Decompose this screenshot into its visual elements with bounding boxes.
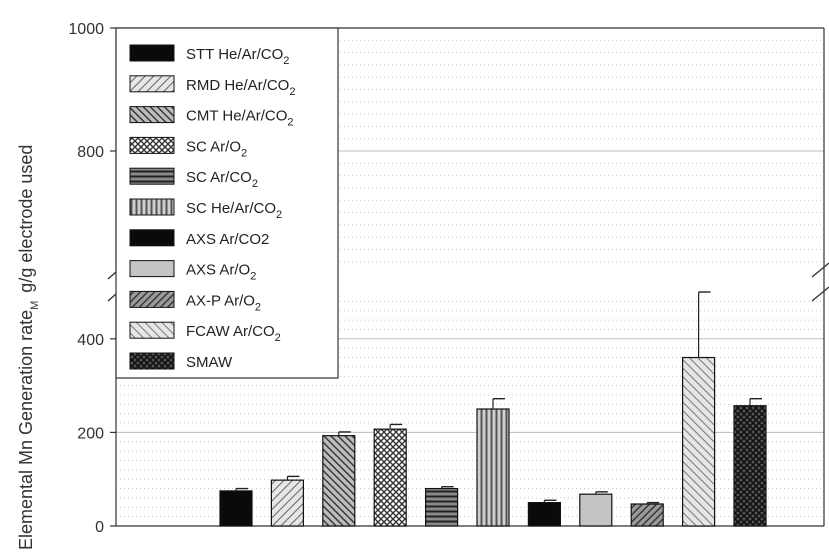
legend-label-main: SC He/Ar/CO <box>186 200 276 217</box>
legend-swatch <box>129 229 175 247</box>
axis-break-mark <box>811 262 829 278</box>
bar-group <box>527 499 562 527</box>
legend-label-main: FCAW Ar/CO <box>186 323 275 340</box>
legend-label: SC Ar/O2 <box>186 138 247 159</box>
legend-item: FCAW Ar/CO2 <box>129 321 281 344</box>
legend-label-sub: 2 <box>289 86 295 98</box>
legend-label-sub: 2 <box>250 271 256 283</box>
legend-label-sub: 2 <box>283 55 289 67</box>
legend-label-sub: 2 <box>287 117 293 129</box>
bar-group <box>681 291 716 527</box>
bar-group <box>476 398 510 527</box>
legend-label: AXS Ar/CO2 <box>186 231 269 248</box>
legend-label-sub: 2 <box>276 209 282 221</box>
bar <box>681 356 716 527</box>
bar-group <box>219 487 253 527</box>
legend-swatch <box>129 198 175 216</box>
legend-label: AX-P Ar/O2 <box>186 292 261 313</box>
legend-label: SC He/Ar/CO2 <box>186 200 282 221</box>
y-axis-title: Elemental Mn Generation rateMg/g electro… <box>16 145 41 550</box>
legend-item: AXS Ar/CO2 <box>129 229 269 248</box>
legend-label: CMT He/Ar/CO2 <box>186 108 294 129</box>
legend-swatch <box>129 167 175 185</box>
legend-item: AXS Ar/O2 <box>129 260 256 283</box>
legend-label-sub: 2 <box>252 178 258 190</box>
legend-item: SC Ar/CO2 <box>129 167 258 190</box>
legend-swatch <box>129 290 175 308</box>
bar-group <box>373 423 407 527</box>
legend-label-main: STT He/Ar/CO <box>186 46 283 63</box>
bar <box>630 503 664 527</box>
legend-item: RMD He/Ar/CO2 <box>129 75 295 98</box>
legend-label-main: AX-P Ar/O <box>186 292 255 309</box>
y-axis-title-unit: g/g electrode used <box>16 145 36 293</box>
y-tick-label: 0 <box>95 519 104 536</box>
legend-swatch <box>129 106 175 124</box>
bar <box>322 435 356 527</box>
legend-label-main: AXS Ar/CO2 <box>186 231 269 248</box>
y-tick-label: 800 <box>77 144 104 161</box>
legend-label: STT He/Ar/CO2 <box>186 46 289 67</box>
y-axis: 0 200 400 800 1000 <box>68 21 116 536</box>
y-axis-title-sub: M <box>29 301 41 310</box>
legend-label-main: AXS Ar/O <box>186 262 250 279</box>
bar <box>425 487 459 527</box>
bar <box>270 479 304 527</box>
legend-label-main: SC Ar/CO <box>186 169 252 186</box>
bar-group <box>733 398 767 527</box>
legend-label-main: CMT He/Ar/CO <box>186 108 287 125</box>
bar-group <box>425 485 459 527</box>
legend-item: SC Ar/O2 <box>129 136 247 159</box>
bar <box>373 428 407 527</box>
legend-label-main: RMD He/Ar/CO <box>186 77 289 94</box>
legend-label: RMD He/Ar/CO2 <box>186 77 295 98</box>
bar <box>579 493 613 527</box>
bar-group <box>270 475 304 527</box>
legend-label-sub: 2 <box>255 301 261 313</box>
bar-group <box>322 431 356 527</box>
legend-label: SC Ar/CO2 <box>186 169 258 190</box>
legend-item: SMAW <box>129 352 233 371</box>
bars-group <box>219 291 767 527</box>
bar <box>733 405 767 527</box>
legend-label: SMAW <box>186 354 233 371</box>
y-tick-label: 400 <box>77 332 104 349</box>
legend-item: SC He/Ar/CO2 <box>129 198 282 221</box>
legend-swatch <box>129 136 175 154</box>
legend-item: STT He/Ar/CO2 <box>129 44 289 67</box>
legend-label-main: SMAW <box>186 354 233 371</box>
y-tick-label: 200 <box>77 425 104 442</box>
legend-swatch <box>129 44 175 62</box>
legend-label-main: SC Ar/O <box>186 138 241 155</box>
legend-label-sub: 2 <box>275 332 281 344</box>
legend-item: AX-P Ar/O2 <box>129 290 261 313</box>
y-axis-title-main: Elemental Mn Generation rate <box>16 310 36 550</box>
legend-swatch <box>129 260 175 278</box>
axis-break-mark <box>811 286 829 302</box>
legend-label-sub: 2 <box>241 147 247 159</box>
legend-swatch <box>129 75 175 93</box>
bar <box>476 408 510 527</box>
y-tick-label: 1000 <box>68 21 104 38</box>
legend-item: CMT He/Ar/CO2 <box>129 106 294 129</box>
bar-group <box>630 501 664 527</box>
legend-swatch <box>129 321 175 339</box>
bar-group <box>579 491 613 527</box>
legend-label: FCAW Ar/CO2 <box>186 323 281 344</box>
bar <box>219 490 253 527</box>
legend-label: AXS Ar/O2 <box>186 262 256 283</box>
bar <box>527 502 562 527</box>
legend-swatch <box>129 352 175 370</box>
